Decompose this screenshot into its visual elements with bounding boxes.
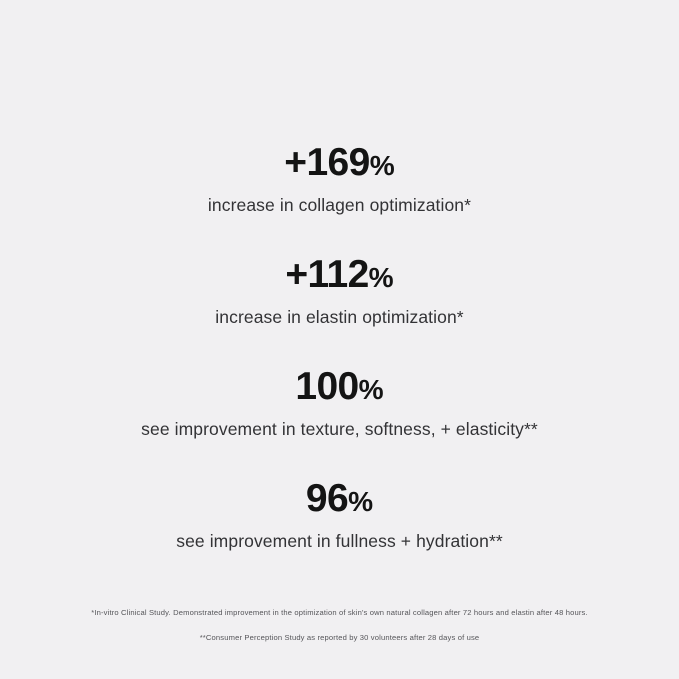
stat-item-collagen: +169% increase in collagen optimization* [0, 140, 679, 217]
stat-number-fullness: 96 [305, 476, 349, 520]
stat-label-collagen: increase in collagen optimization* [207, 195, 472, 216]
stat-value-texture: 100% [0, 364, 679, 410]
stats-list: +169% increase in collagen optimization*… [0, 140, 679, 553]
footnote-consumer-study: **Consumer Perception Study as reported … [199, 632, 480, 642]
stat-label-elastin: increase in elastin optimization* [215, 306, 464, 327]
percent-symbol-fullness: % [348, 485, 374, 517]
stat-number-texture: 100 [295, 364, 359, 408]
percent-symbol-texture: % [358, 373, 384, 405]
stat-value-collagen: +169% [0, 140, 679, 186]
percent-symbol-elastin: % [368, 261, 394, 293]
stat-value-elastin: +112% [0, 252, 679, 298]
stat-number-elastin: +112 [285, 252, 369, 296]
stat-item-elastin: +112% increase in elastin optimization* [0, 252, 679, 329]
stat-item-fullness: 96% see improvement in fullness + hydrat… [0, 476, 679, 553]
percent-symbol-collagen: % [369, 150, 395, 181]
stat-value-fullness: 96% [0, 476, 679, 522]
footnote-clinical-study: *In-vitro Clinical Study. Demonstrated i… [91, 608, 588, 617]
stat-label-fullness: see improvement in fullness + hydration*… [176, 530, 503, 551]
stat-number-collagen: +169 [284, 141, 370, 184]
stat-label-texture: see improvement in texture, softness, + … [141, 418, 538, 439]
stat-item-texture: 100% see improvement in texture, softnes… [0, 364, 679, 441]
footnotes: *In-vitro Clinical Study. Demonstrated i… [0, 608, 679, 643]
